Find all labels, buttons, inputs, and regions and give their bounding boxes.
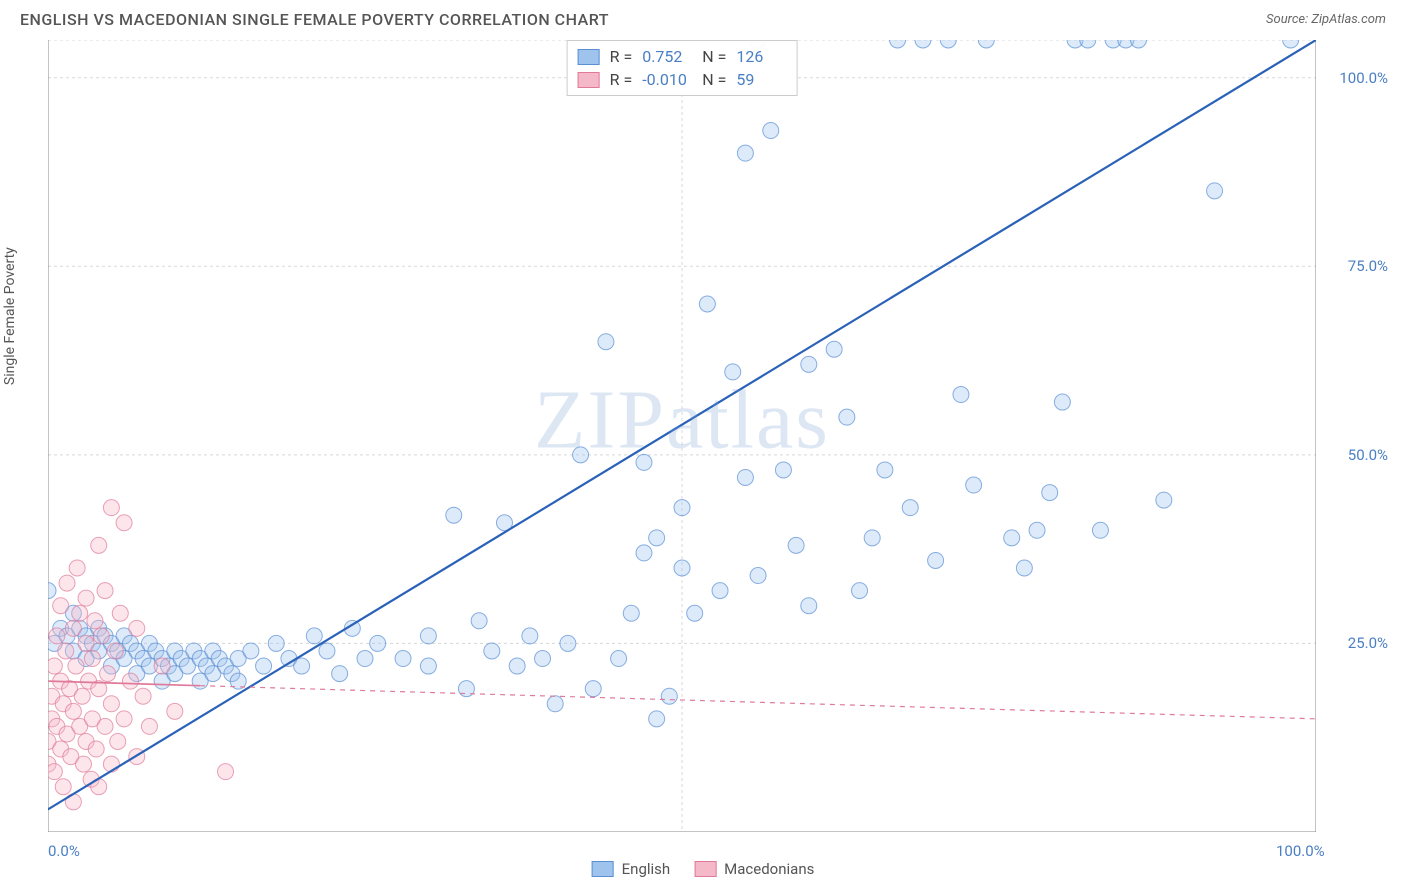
legend-item: English: [592, 860, 671, 878]
n-value: 59: [736, 70, 786, 89]
correlation-legend-row: R = 0.752 N = 126: [578, 45, 787, 68]
legend-swatch: [592, 861, 614, 877]
r-value: 0.752: [642, 47, 692, 66]
scatter-plot: [48, 40, 1316, 832]
legend-swatch: [694, 861, 716, 877]
y-tick-label: 25.0%: [1348, 634, 1388, 652]
source-label: Source: ZipAtlas.com: [1266, 12, 1386, 27]
r-label: R =: [610, 70, 633, 89]
correlation-legend-row: R = -0.010 N = 59: [578, 68, 787, 91]
r-value: -0.010: [642, 70, 692, 89]
x-tick-label: 0.0%: [48, 842, 80, 860]
legend-item: Macedonians: [694, 860, 814, 878]
y-tick-label: 100.0%: [1339, 69, 1388, 87]
legend-swatch: [578, 72, 600, 88]
chart-title: ENGLISH VS MACEDONIAN SINGLE FEMALE POVE…: [20, 10, 609, 29]
y-axis-label: Single Female Poverty: [2, 247, 18, 385]
legend-label: English: [622, 860, 671, 878]
r-label: R =: [610, 47, 633, 66]
legend-label: Macedonians: [724, 860, 814, 878]
y-tick-label: 50.0%: [1348, 446, 1388, 464]
n-value: 126: [736, 47, 786, 66]
series-legend: English Macedonians: [592, 860, 815, 878]
correlation-legend: R = 0.752 N = 126 R = -0.010 N = 59: [567, 40, 798, 96]
n-label: N =: [702, 47, 726, 66]
y-tick-label: 75.0%: [1348, 257, 1388, 275]
chart-area: R = 0.752 N = 126 R = -0.010 N = 59 ZIPa…: [48, 40, 1316, 832]
x-tick-label: 100.0%: [1276, 842, 1325, 860]
legend-swatch: [578, 49, 600, 65]
n-label: N =: [702, 70, 726, 89]
